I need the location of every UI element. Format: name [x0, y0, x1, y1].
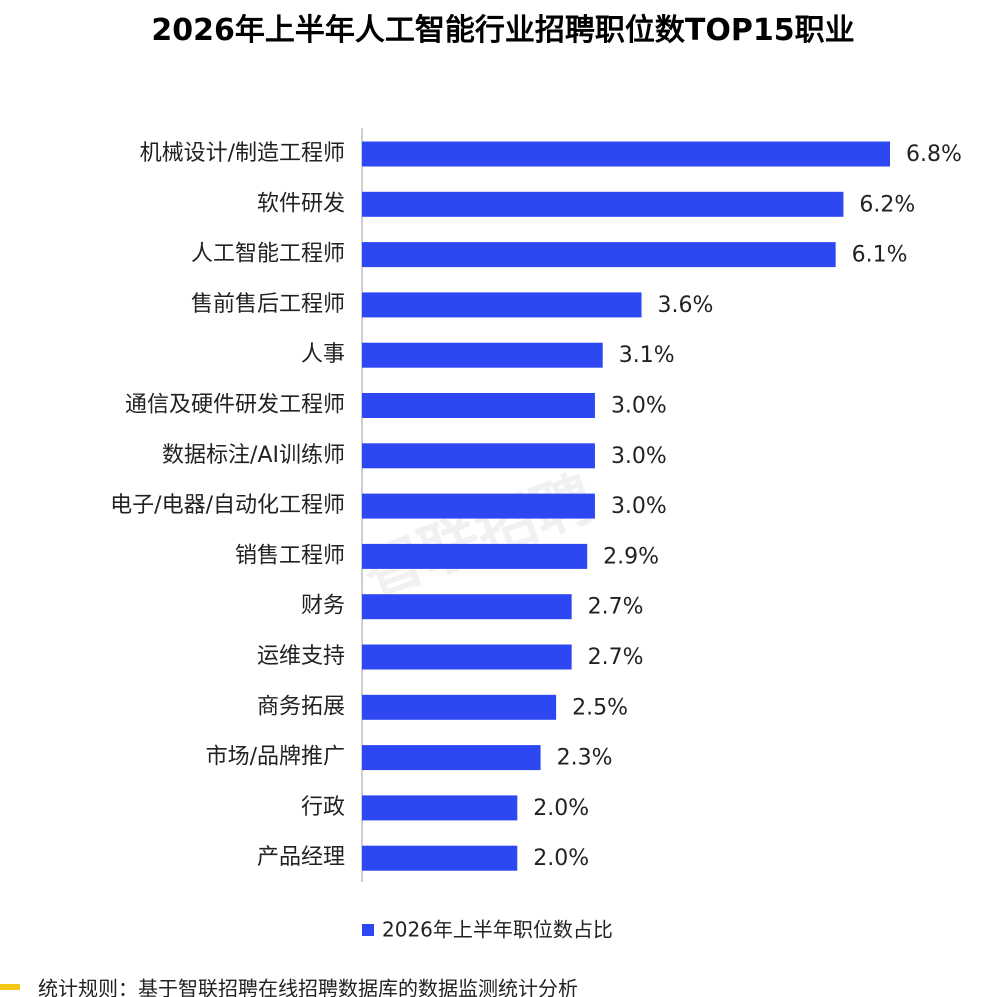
y-tick-label: 通信及硬件研发工程师 [125, 393, 345, 418]
chart-title: 2026年上半年人工智能行业招聘职位数TOP15职业 [151, 13, 855, 48]
data-label: 3.1% [619, 343, 675, 368]
bar [362, 443, 595, 469]
y-tick-label: 数据标注/AI训练师 [162, 443, 345, 468]
y-tick-label: 运维支持 [257, 644, 345, 669]
legend-swatch [362, 924, 374, 936]
y-tick-label: 机械设计/制造工程师 [140, 141, 345, 166]
y-tick-label: 软件研发 [257, 191, 345, 216]
data-label: 2.0% [533, 846, 589, 871]
bar [362, 594, 572, 620]
bar [362, 694, 557, 720]
y-tick-label: 财务 [301, 594, 345, 619]
bar [362, 795, 518, 821]
bar [362, 141, 890, 167]
bar [362, 393, 595, 418]
y-tick-label: 行政 [301, 795, 345, 820]
y-tick-label: 人事 [301, 342, 345, 367]
y-tick-label: 商务拓展 [257, 694, 345, 719]
data-label: 2.3% [557, 746, 613, 771]
y-tick-label: 售前售后工程师 [191, 292, 345, 317]
bar [362, 292, 642, 318]
bar [362, 845, 518, 871]
data-label: 2.9% [603, 544, 659, 569]
y-tick-label: 销售工程师 [235, 543, 345, 568]
y-tick-label: 人工智能工程师 [191, 242, 345, 267]
data-label: 2.7% [588, 595, 644, 620]
data-label: 2.7% [588, 645, 644, 670]
data-label: 3.0% [611, 444, 667, 469]
bar [362, 342, 603, 368]
data-label: 6.8% [906, 142, 962, 167]
data-label: 2.0% [533, 796, 589, 821]
bar [362, 242, 836, 268]
y-tick-label: 电子/电器/自动化工程师 [110, 493, 345, 518]
y-tick-label: 市场/品牌推广 [206, 745, 345, 770]
bar [362, 191, 844, 217]
bar [362, 493, 595, 519]
data-label: 3.6% [658, 293, 714, 318]
note: 统计规则：基于智联招聘在线招聘数据库的数据监测统计分析 [38, 977, 578, 997]
data-label: 2.5% [572, 695, 628, 720]
data-label: 6.1% [852, 243, 908, 268]
data-label: 6.2% [859, 192, 915, 217]
watermark: 智联招聘 [354, 463, 603, 611]
note-marker [0, 984, 20, 990]
bar [362, 644, 572, 670]
legend-label: 2026年上半年职位数占比 [382, 918, 613, 942]
y-tick-label: 产品经理 [257, 845, 345, 870]
data-label: 3.0% [611, 494, 667, 519]
bar [362, 745, 541, 771]
data-label: 3.0% [611, 394, 667, 419]
bar [362, 543, 588, 569]
